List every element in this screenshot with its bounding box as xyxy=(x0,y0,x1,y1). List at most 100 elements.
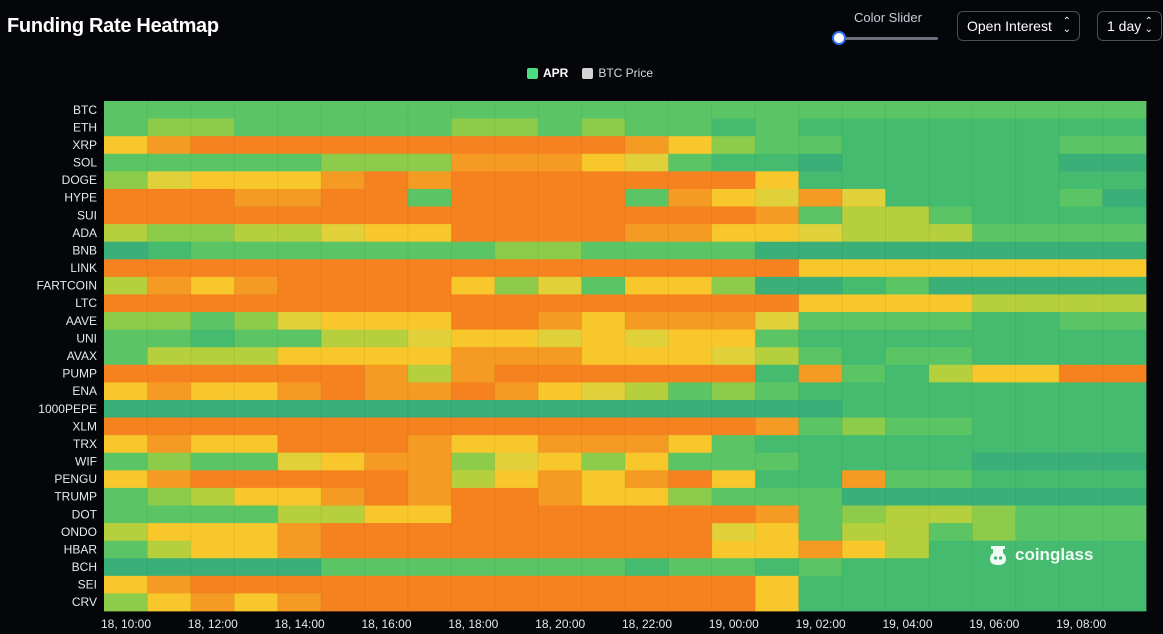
heatmap-cell[interactable] xyxy=(190,153,235,172)
heatmap-cell[interactable] xyxy=(842,487,886,506)
heatmap-cell[interactable] xyxy=(842,101,886,119)
heatmap-cell[interactable] xyxy=(407,241,452,260)
heatmap-cell[interactable] xyxy=(494,470,539,489)
heatmap-cell[interactable] xyxy=(625,399,669,418)
heatmap-cell[interactable] xyxy=(1015,347,1060,366)
heatmap-cell[interactable] xyxy=(277,294,322,313)
heatmap-cell[interactable] xyxy=(1015,329,1060,348)
heatmap-cell[interactable] xyxy=(928,153,973,172)
heatmap-cell[interactable] xyxy=(798,294,843,313)
heatmap-cell[interactable] xyxy=(321,294,365,313)
heatmap-cell[interactable] xyxy=(147,101,192,119)
heatmap-cell[interactable] xyxy=(538,118,582,137)
heatmap-cell[interactable] xyxy=(668,347,713,366)
heatmap-cell[interactable] xyxy=(321,118,365,137)
heatmap-cell[interactable] xyxy=(1102,399,1147,418)
heatmap-cell[interactable] xyxy=(364,540,409,559)
heatmap-cell[interactable] xyxy=(277,593,322,612)
heatmap-cell[interactable] xyxy=(972,153,1017,172)
heatmap-cell[interactable] xyxy=(364,276,409,295)
heatmap-cell[interactable] xyxy=(885,259,930,278)
heatmap-cell[interactable] xyxy=(494,312,539,331)
heatmap-cell[interactable] xyxy=(928,294,973,313)
heatmap-cell[interactable] xyxy=(104,575,148,594)
heatmap-cell[interactable] xyxy=(1059,329,1103,348)
heatmap-cell[interactable] xyxy=(625,487,669,506)
heatmap-cell[interactable] xyxy=(1102,523,1147,542)
heatmap-cell[interactable] xyxy=(538,417,582,436)
heatmap-cell[interactable] xyxy=(234,259,279,278)
heatmap-cell[interactable] xyxy=(928,575,973,594)
heatmap-cell[interactable] xyxy=(364,575,409,594)
heatmap-cell[interactable] xyxy=(407,206,452,225)
heatmap-cell[interactable] xyxy=(407,118,452,137)
heatmap-cell[interactable] xyxy=(364,259,409,278)
heatmap-cell[interactable] xyxy=(842,224,886,243)
heatmap-cell[interactable] xyxy=(234,136,279,155)
metric-select[interactable]: Open Interest ⌃ ⌄ xyxy=(957,11,1080,41)
heatmap-cell[interactable] xyxy=(755,329,800,348)
heatmap-cell[interactable] xyxy=(451,364,496,383)
heatmap-cell[interactable] xyxy=(625,101,669,119)
heatmap-cell[interactable] xyxy=(277,171,322,190)
heatmap-cell[interactable] xyxy=(277,312,322,331)
heatmap-cell[interactable] xyxy=(190,523,235,542)
heatmap-cell[interactable] xyxy=(1059,153,1103,172)
heatmap-cell[interactable] xyxy=(321,575,365,594)
heatmap-cell[interactable] xyxy=(277,470,322,489)
heatmap-cell[interactable] xyxy=(277,382,322,401)
heatmap-cell[interactable] xyxy=(842,347,886,366)
heatmap-cell[interactable] xyxy=(190,276,235,295)
heatmap-cell[interactable] xyxy=(885,276,930,295)
heatmap-cell[interactable] xyxy=(972,417,1017,436)
heatmap-cell[interactable] xyxy=(755,382,800,401)
heatmap-cell[interactable] xyxy=(668,329,713,348)
heatmap-cell[interactable] xyxy=(494,276,539,295)
heatmap-cell[interactable] xyxy=(711,171,756,190)
heatmap-cell[interactable] xyxy=(364,171,409,190)
heatmap-cell[interactable] xyxy=(885,364,930,383)
heatmap-cell[interactable] xyxy=(407,259,452,278)
heatmap-cell[interactable] xyxy=(1102,171,1147,190)
heatmap-cell[interactable] xyxy=(538,224,582,243)
heatmap-cell[interactable] xyxy=(190,171,235,190)
heatmap-cell[interactable] xyxy=(928,452,973,471)
heatmap-cell[interactable] xyxy=(277,575,322,594)
heatmap-cell[interactable] xyxy=(928,118,973,137)
heatmap-cell[interactable] xyxy=(668,487,713,506)
heatmap-cell[interactable] xyxy=(711,417,756,436)
heatmap-cell[interactable] xyxy=(928,276,973,295)
heatmap-cell[interactable] xyxy=(451,523,496,542)
heatmap-cell[interactable] xyxy=(755,206,800,225)
heatmap-cell[interactable] xyxy=(928,259,973,278)
heatmap-cell[interactable] xyxy=(494,206,539,225)
heatmap-cell[interactable] xyxy=(711,593,756,612)
heatmap-cell[interactable] xyxy=(104,347,148,366)
heatmap-cell[interactable] xyxy=(277,118,322,137)
heatmap-cell[interactable] xyxy=(538,470,582,489)
heatmap-cell[interactable] xyxy=(1059,118,1103,137)
heatmap-cell[interactable] xyxy=(147,452,192,471)
heatmap-cell[interactable] xyxy=(234,487,279,506)
heatmap-cell[interactable] xyxy=(885,540,930,559)
heatmap-cell[interactable] xyxy=(451,206,496,225)
heatmap-cell[interactable] xyxy=(668,136,713,155)
heatmap-cell[interactable] xyxy=(321,276,365,295)
heatmap-cell[interactable] xyxy=(625,118,669,137)
heatmap-cell[interactable] xyxy=(451,101,496,119)
heatmap-cell[interactable] xyxy=(625,276,669,295)
heatmap-cell[interactable] xyxy=(321,206,365,225)
heatmap-cell[interactable] xyxy=(885,558,930,577)
heatmap-cell[interactable] xyxy=(885,171,930,190)
heatmap-cell[interactable] xyxy=(494,505,539,524)
heatmap-cell[interactable] xyxy=(234,452,279,471)
heatmap-cell[interactable] xyxy=(364,470,409,489)
heatmap-cell[interactable] xyxy=(190,558,235,577)
heatmap-cell[interactable] xyxy=(190,575,235,594)
heatmap-cell[interactable] xyxy=(321,417,365,436)
heatmap-cell[interactable] xyxy=(668,312,713,331)
heatmap-cell[interactable] xyxy=(972,206,1017,225)
heatmap-cell[interactable] xyxy=(711,312,756,331)
heatmap-cell[interactable] xyxy=(104,523,148,542)
color-slider-track[interactable] xyxy=(838,37,938,40)
